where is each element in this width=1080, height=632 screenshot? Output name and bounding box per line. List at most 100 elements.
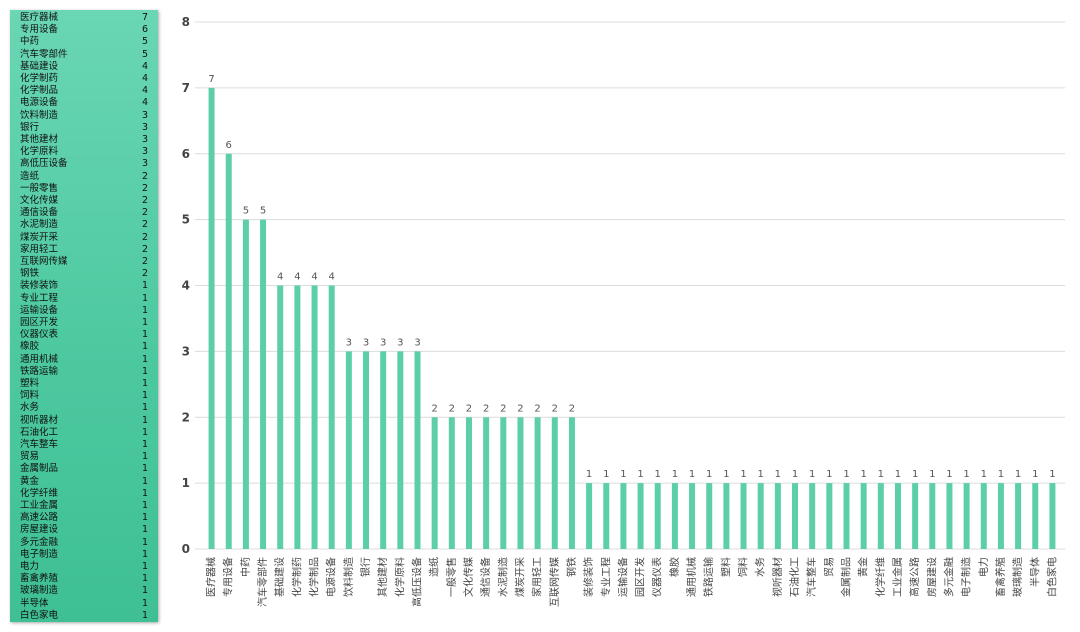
legend-item-value: 1 xyxy=(141,463,148,475)
bar xyxy=(260,219,267,549)
legend-item: 畜禽养殖 1 xyxy=(20,573,148,585)
x-tick-label: 电力 xyxy=(977,557,990,577)
legend-item-name: 化学制品 xyxy=(20,85,59,97)
legend-item-name: 塑料 xyxy=(20,378,40,389)
legend-item-name: 电子制造 xyxy=(20,548,59,560)
y-tick-label: 7 xyxy=(182,81,190,95)
bar xyxy=(671,483,678,549)
bar xyxy=(792,483,799,549)
legend-item: 造纸 2 xyxy=(20,171,148,183)
legend-item: 化学制药 4 xyxy=(20,73,148,85)
x-tick-label: 金属制品 xyxy=(840,557,853,597)
legend-item-value: 3 xyxy=(141,146,148,158)
bar-value-label: 1 xyxy=(963,469,969,480)
bar xyxy=(586,483,593,549)
legend-item-value: 1 xyxy=(141,292,148,304)
bar xyxy=(242,219,249,549)
x-tick-label: 互联网传媒 xyxy=(549,557,561,607)
bar xyxy=(980,483,987,549)
bar-value-label: 2 xyxy=(466,403,472,414)
legend-item-name: 饲料 xyxy=(20,390,40,402)
legend-item-name: 园区开发 xyxy=(20,317,59,328)
legend-item-name: 高速公路 xyxy=(20,512,59,524)
legend-item-name: 专业工程 xyxy=(20,292,59,304)
legend-item-value: 5 xyxy=(141,48,148,60)
legend-item-value: 4 xyxy=(141,97,148,109)
x-tick-label: 基础建设 xyxy=(273,557,286,597)
legend-item-value: 1 xyxy=(141,536,148,548)
x-tick-label: 高速公路 xyxy=(908,557,921,597)
x-tick-label: 半导体 xyxy=(1028,557,1041,587)
legend-item-name: 石油化工 xyxy=(20,426,59,438)
legend-item-name: 电源设备 xyxy=(20,97,59,109)
bar-value-label: 6 xyxy=(226,140,232,151)
legend-item: 化学原料 3 xyxy=(20,146,148,158)
legend-item-name: 仪器仪表 xyxy=(20,329,59,341)
x-tick-label: 装修装饰 xyxy=(582,557,595,597)
bars xyxy=(208,87,1056,549)
y-tick-label: 5 xyxy=(182,213,190,227)
legend-item-value: 1 xyxy=(141,414,148,426)
bar-value-label: 4 xyxy=(329,272,335,283)
x-tick-label: 黄金 xyxy=(857,557,870,577)
legend-item-name: 化学纤维 xyxy=(20,487,59,499)
bar xyxy=(1049,483,1056,549)
bar-value-label: 1 xyxy=(912,469,918,480)
x-tick-label: 电子制造 xyxy=(960,557,973,597)
bar xyxy=(860,483,867,549)
bar-value-label: 1 xyxy=(775,469,781,480)
legend-item-value: 2 xyxy=(141,231,148,243)
bar-value-label: 1 xyxy=(895,469,901,480)
legend-item-value: 1 xyxy=(141,341,148,353)
x-tick-label: 塑料 xyxy=(719,557,732,577)
legend-item: 石油化工 1 xyxy=(20,427,148,439)
legend-item-value: 2 xyxy=(141,219,148,231)
bar xyxy=(997,483,1004,549)
legend-panel: 医疗器械 7 专用设备 6 中药 5 汽车零部件 5 基础建设 4 化学制药 4 化学制品 4 电源设备 4 饮… xyxy=(10,10,158,622)
legend-item: 铁路运输 1 xyxy=(20,366,148,378)
bar-value-label: 1 xyxy=(1015,469,1021,480)
legend-item: 通用机械 1 xyxy=(20,354,148,366)
bar-value-label: 3 xyxy=(414,337,420,348)
bar-value-label: 4 xyxy=(294,272,300,283)
bar xyxy=(500,417,507,549)
bar xyxy=(345,351,352,549)
legend-item-name: 通用机械 xyxy=(20,353,59,365)
legend-item: 高低压设备 3 xyxy=(20,158,148,170)
y-tick-label: 6 xyxy=(182,147,190,161)
legend-item-name: 多元金融 xyxy=(20,536,59,548)
legend-item-value: 1 xyxy=(141,524,148,536)
legend-item: 汽车零部件 5 xyxy=(20,49,148,61)
data-labels: 765 54 4 4 43 3 3 3 32 2 2 2 2 2 2 2 21 1 1 1 1 1 1 1 1 1 1 1 1 1 1 1 1 1… xyxy=(208,74,1055,480)
legend-item: 运输设备 1 xyxy=(20,305,148,317)
legend-item-name: 造纸 xyxy=(20,170,40,182)
bar xyxy=(963,483,970,549)
legend-item-value: 2 xyxy=(141,207,148,219)
bar xyxy=(740,483,747,549)
bar xyxy=(431,417,438,549)
legend-item: 高速公路 1 xyxy=(20,512,148,524)
legend-item-name: 贸易 xyxy=(20,451,40,463)
legend-item-name: 水务 xyxy=(20,402,40,414)
legend-item-value: 1 xyxy=(141,597,148,609)
bar xyxy=(620,483,627,549)
legend-item: 一般零售 2 xyxy=(20,183,148,195)
legend-item: 房屋建设 1 xyxy=(20,524,148,536)
legend-item-name: 半导体 xyxy=(20,597,49,609)
y-tick-label: 4 xyxy=(182,279,190,293)
legend-item-name: 电力 xyxy=(20,561,40,572)
bar-value-label: 1 xyxy=(603,469,609,480)
legend-item-value: 2 xyxy=(141,182,148,194)
legend-item: 化学制品 4 xyxy=(20,85,148,97)
bar xyxy=(517,417,524,549)
legend-item-name: 视听器材 xyxy=(20,414,59,426)
bar-value-label: 1 xyxy=(843,469,849,480)
bar xyxy=(894,483,901,549)
x-tick-label: 房屋建设 xyxy=(925,557,938,597)
bar xyxy=(946,483,953,549)
y-tick-label: 3 xyxy=(182,344,190,358)
x-tick-label: 畜禽养殖 xyxy=(994,557,1007,597)
bar xyxy=(448,417,455,549)
legend-item: 银行 3 xyxy=(20,122,148,134)
bar-value-label: 3 xyxy=(397,337,403,348)
